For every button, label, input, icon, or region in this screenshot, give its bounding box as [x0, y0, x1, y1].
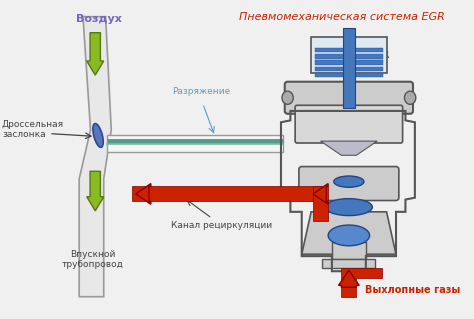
Bar: [315, 67, 383, 71]
FancyBboxPatch shape: [295, 105, 402, 143]
Bar: [332, 242, 366, 259]
Bar: [315, 48, 383, 53]
Text: Дроссельная
заслонка: Дроссельная заслонка: [2, 120, 64, 139]
Bar: [315, 61, 383, 65]
FancyBboxPatch shape: [299, 167, 399, 201]
FancyArrow shape: [313, 183, 328, 204]
FancyArrow shape: [87, 33, 104, 75]
Bar: [132, 186, 320, 202]
Polygon shape: [313, 186, 328, 221]
Text: Канал рециркуляции: Канал рециркуляции: [171, 221, 272, 230]
FancyBboxPatch shape: [285, 82, 413, 114]
Text: Выхлопные газы: Выхлопные газы: [365, 285, 460, 295]
Ellipse shape: [325, 199, 373, 216]
Bar: [311, 37, 387, 73]
Bar: [107, 136, 283, 152]
Ellipse shape: [328, 225, 370, 246]
Bar: [322, 259, 375, 268]
Text: Клапан EGR: Клапан EGR: [328, 50, 390, 60]
Text: Пневмомеханическая система EGR: Пневмомеханическая система EGR: [239, 12, 445, 22]
Text: Впускной
трубопровод: Впускной трубопровод: [62, 249, 123, 269]
FancyArrow shape: [87, 171, 104, 211]
FancyArrow shape: [136, 183, 151, 204]
Bar: [343, 28, 355, 108]
Polygon shape: [302, 212, 396, 254]
FancyArrow shape: [338, 270, 359, 287]
Ellipse shape: [404, 91, 416, 104]
Bar: [315, 73, 383, 77]
Ellipse shape: [282, 91, 293, 104]
Ellipse shape: [334, 176, 364, 187]
Bar: [315, 54, 383, 59]
Polygon shape: [320, 141, 377, 155]
Text: Разряжение: Разряжение: [172, 87, 230, 96]
Text: Воздух: Воздух: [76, 14, 122, 24]
Polygon shape: [79, 17, 111, 297]
Polygon shape: [341, 268, 382, 297]
Ellipse shape: [93, 123, 103, 147]
